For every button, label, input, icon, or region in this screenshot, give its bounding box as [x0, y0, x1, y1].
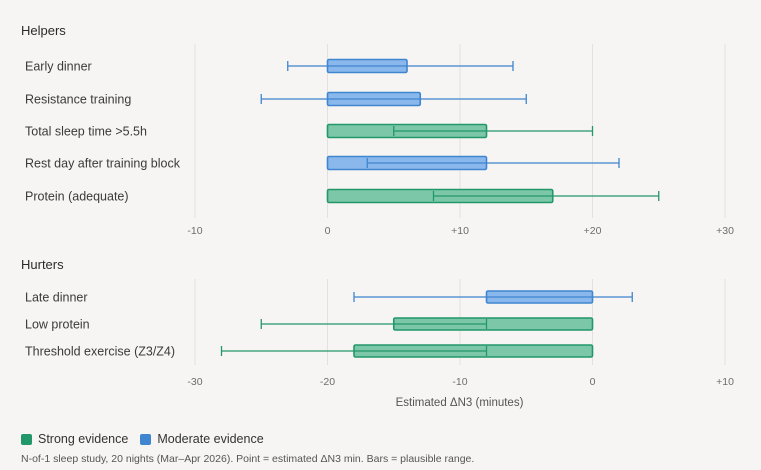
x-tick-label: -10: [187, 225, 202, 237]
row-label: Protein (adequate): [25, 190, 129, 204]
x-tick-label: +20: [584, 225, 602, 237]
x-tick-label: +10: [716, 376, 734, 388]
x-tick-label: -10: [452, 376, 467, 388]
legend-label-strong: Strong evidence: [38, 432, 129, 446]
row-label: Threshold exercise (Z3/Z4): [25, 345, 175, 359]
row-label: Resistance training: [25, 93, 131, 107]
chart-canvas: Helpers -10 0 +10 +20 +30 Early dinner Resistan…: [21, 23, 734, 409]
legend-swatch-moderate: [140, 433, 152, 445]
row-label: Total sleep time >5.5h: [25, 125, 147, 139]
x-tick-label: -30: [187, 376, 202, 388]
x-tick-label: 0: [590, 376, 596, 388]
x-tick-label: +10: [451, 225, 469, 237]
row-label: Late dinner: [25, 291, 88, 305]
legend-item-moderate: Moderate evidence: [140, 432, 264, 446]
section-title-0: Helpers: [21, 23, 66, 38]
x-axis-title: Estimated ΔN3 (minutes): [396, 397, 524, 409]
row-label: Early dinner: [25, 60, 92, 74]
legend-label-moderate: Moderate evidence: [157, 432, 264, 446]
row-label: Rest day after training block: [25, 157, 181, 171]
section-title-1: Hurters: [21, 257, 64, 272]
x-tick-label: 0: [325, 225, 331, 237]
x-tick-label: -20: [320, 376, 335, 388]
x-tick-label: +30: [716, 225, 734, 237]
row-label: Low protein: [25, 318, 90, 332]
legend-swatch-strong: [21, 433, 32, 445]
footnote: N-of-1 sleep study, 20 nights (Mar–Apr 2…: [21, 453, 475, 465]
legend-item-strong: Strong evidence: [21, 432, 128, 446]
legend: Strong evidence Moderate evidence: [21, 432, 276, 446]
